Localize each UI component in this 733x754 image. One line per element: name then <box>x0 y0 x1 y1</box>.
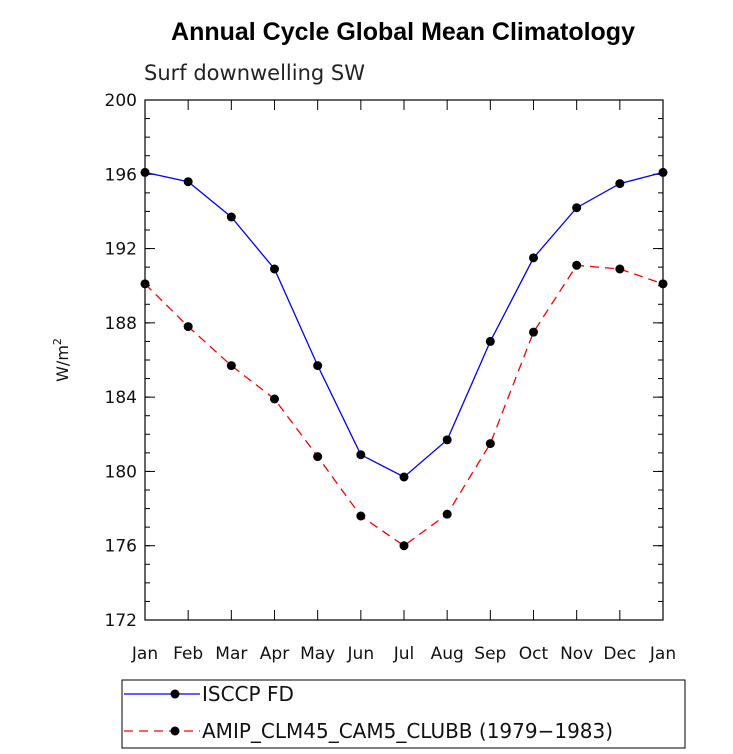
y-tick-label: 188 <box>105 314 137 334</box>
series-line-amip <box>144 264 664 547</box>
data-point <box>313 361 323 371</box>
x-tick-label: Nov <box>560 644 593 664</box>
y-axis-label: W/m2 <box>51 338 72 382</box>
x-tick-label: Feb <box>173 644 203 664</box>
x-tick-label: Mar <box>215 644 247 664</box>
x-tick-label: Jan <box>131 644 158 664</box>
x-tick-label: Dec <box>603 644 636 664</box>
y-tick-label: 196 <box>105 165 137 185</box>
y-tick-label: 180 <box>105 462 137 482</box>
y-tick-label: 200 <box>105 91 137 111</box>
data-point <box>399 541 409 551</box>
x-tick-label: Jan <box>649 644 676 664</box>
data-point <box>615 179 625 189</box>
data-point <box>572 203 582 213</box>
data-point <box>270 394 279 404</box>
y-tick-label: 176 <box>105 537 137 557</box>
data-point <box>485 439 495 449</box>
data-point <box>356 450 366 460</box>
data-point <box>399 472 409 482</box>
data-point <box>442 509 452 519</box>
y-axis-label-superscript: 2 <box>51 338 64 345</box>
data-point <box>226 212 236 222</box>
data-point <box>529 327 538 337</box>
x-tick-label: Jun <box>347 644 375 664</box>
axis-ticks: 172 176 180 184 188 192 196 200 Jan Feb Mar Apr May J… <box>105 91 677 664</box>
x-tick-label: Apr <box>260 644 289 664</box>
data-point <box>442 435 452 445</box>
legend-label-amip: AMIP_CLM45_CAM5_CLUBB (1979−1983) <box>202 719 613 743</box>
y-tick-label: 172 <box>105 611 137 631</box>
chart-subtitle: Surf downwelling SW <box>144 61 365 85</box>
data-point <box>658 167 668 177</box>
legend-marker-isccp <box>170 689 180 699</box>
data-point <box>183 322 193 332</box>
series-layer <box>140 167 668 551</box>
legend-label-isccp: ISCCP FD <box>202 682 294 706</box>
data-point <box>226 361 236 371</box>
data-point <box>140 279 150 289</box>
data-point <box>529 253 538 263</box>
data-point <box>485 336 495 346</box>
series-line-isccp <box>144 171 664 478</box>
data-point <box>140 167 150 177</box>
data-point <box>270 264 279 274</box>
data-point <box>572 260 582 270</box>
x-tick-label: Sep <box>474 644 506 664</box>
x-tick-label: Aug <box>431 644 464 664</box>
data-point <box>313 452 323 462</box>
data-point <box>183 177 193 187</box>
legend-marker-amip <box>170 726 180 736</box>
legend-box <box>121 679 686 749</box>
y-tick-label: 192 <box>105 240 137 260</box>
x-tick-label: Oct <box>519 644 549 664</box>
legend: ISCCP FD AMIP_CLM45_CAM5_CLUBB (1979−198… <box>121 679 686 749</box>
data-point <box>615 264 625 274</box>
x-tick-label: May <box>300 644 335 664</box>
y-tick-label: 184 <box>105 388 137 408</box>
y-axis-label-text: W/m <box>53 345 72 382</box>
x-tick-label: Jul <box>393 644 415 664</box>
chart-title: Annual Cycle Global Mean Climatology <box>171 18 635 46</box>
data-point <box>658 279 668 289</box>
data-point <box>356 511 366 521</box>
